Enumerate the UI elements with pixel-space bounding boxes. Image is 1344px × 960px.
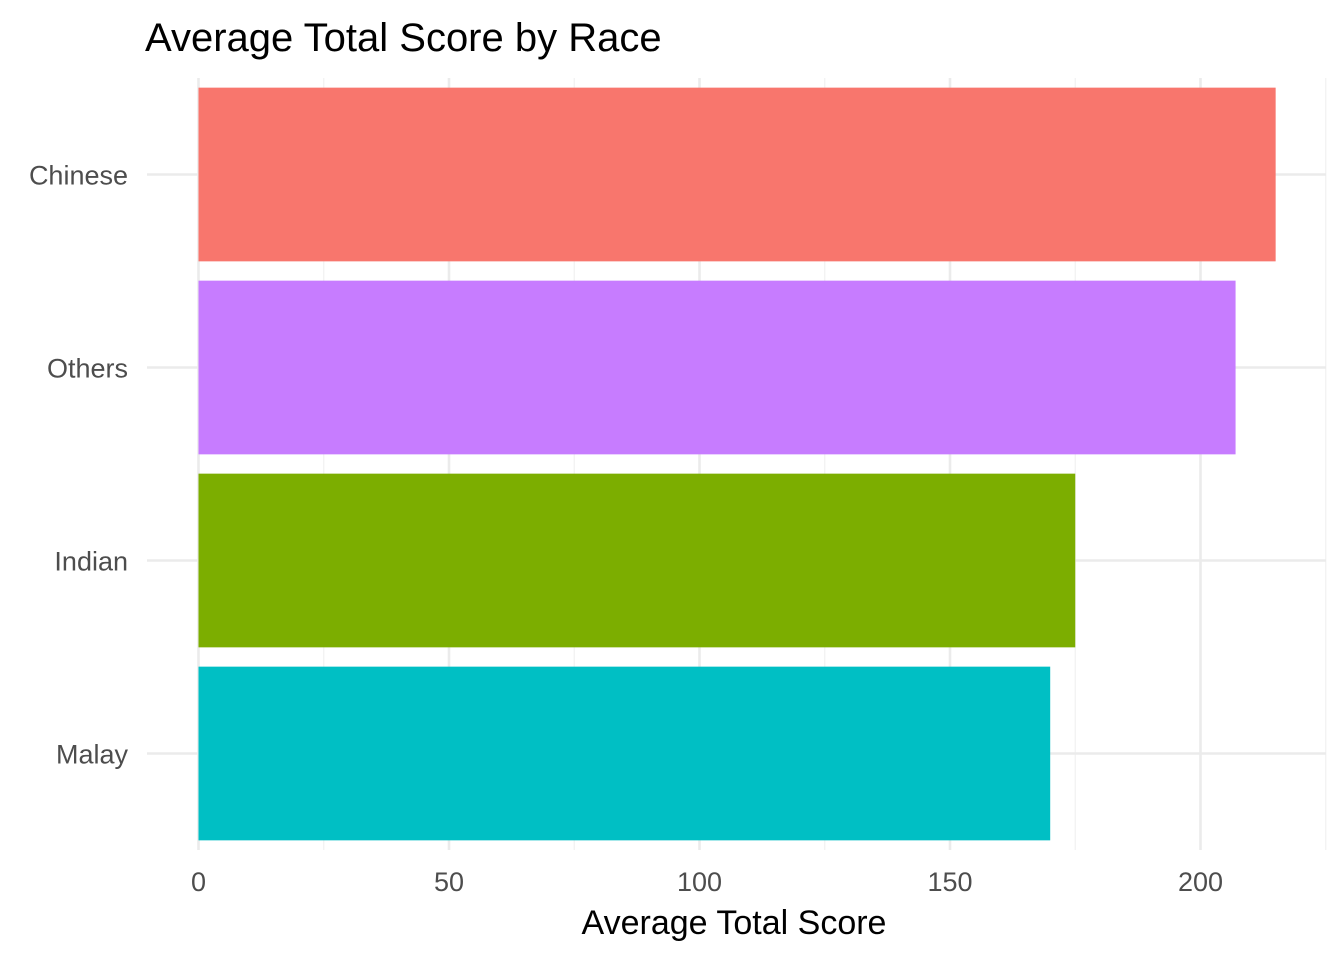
y-tick-labels: Malay Indian Others Chinese <box>29 161 129 770</box>
x-tick-label: 150 <box>927 867 972 897</box>
x-tick-label: 100 <box>677 867 722 897</box>
bar-chinese <box>198 87 1276 262</box>
x-tick-label: 0 <box>191 867 206 897</box>
chart-title: Average Total Score by Race <box>145 16 662 60</box>
x-tick-label: 200 <box>1178 867 1223 897</box>
y-tick-label: Malay <box>56 740 129 770</box>
bars <box>198 87 1276 841</box>
x-tick-labels: 0 50 100 150 200 <box>191 867 1223 897</box>
x-tick-label: 50 <box>434 867 464 897</box>
bar-others <box>198 280 1236 455</box>
y-tick-label: Chinese <box>29 161 128 191</box>
x-axis-title: Average Total Score <box>582 904 887 942</box>
bar-malay <box>198 666 1051 841</box>
y-tick-label: Others <box>47 354 128 384</box>
y-tick-label: Indian <box>54 547 128 577</box>
bar-indian <box>198 473 1076 648</box>
